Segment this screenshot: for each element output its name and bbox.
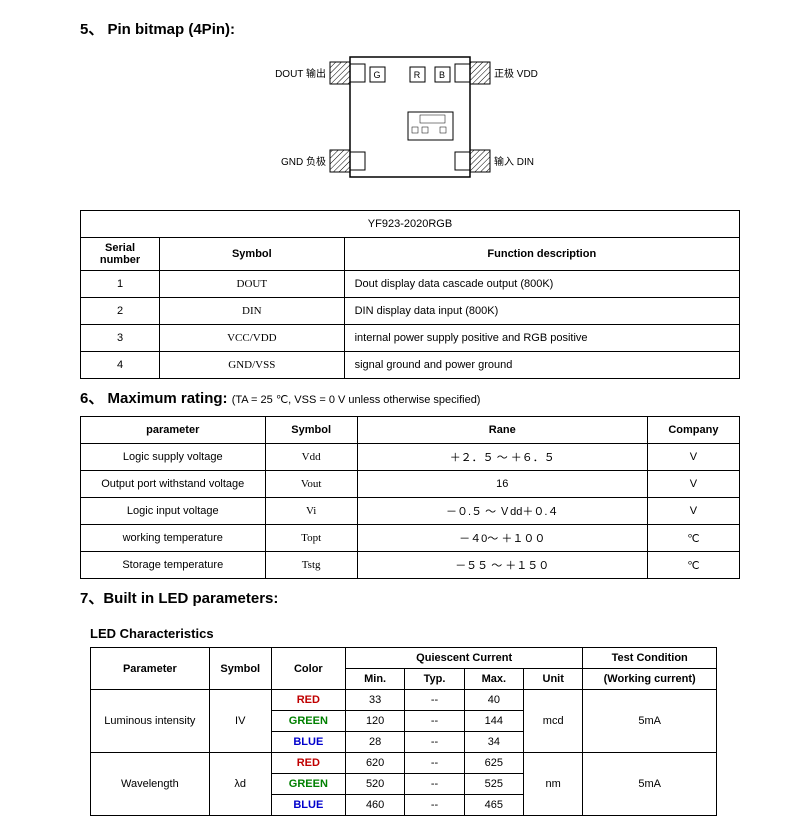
section6-title-text: 6、 Maximum rating: <box>80 390 228 407</box>
l-hdr-typ: Typ. <box>405 669 464 690</box>
l-hdr-color: Color <box>271 648 345 690</box>
dout-label: DOUT 输出 <box>275 67 326 80</box>
svg-text:R: R <box>414 70 421 80</box>
hdr-symbol: Symbol <box>160 238 345 271</box>
l-hdr-qc: Quiescent Current <box>345 648 582 669</box>
table-row: WavelengthλdRED620--625nm5mA <box>91 753 717 774</box>
din-label: 输入 DIN <box>494 155 534 168</box>
table-row: 1DOUTDout display data cascade output (8… <box>81 271 740 298</box>
part-number: YF923-2020RGB <box>81 211 740 238</box>
section5-title: 5、 Pin bitmap (4Pin): <box>80 18 740 39</box>
hdr-func: Function description <box>344 238 739 271</box>
pin-table: YF923-2020RGB Serial number Symbol Funct… <box>80 210 740 379</box>
gnd-label: GND 负极 <box>281 155 326 168</box>
table-row: working temperatureTopt－４0～ ＋１００℃ <box>81 525 740 552</box>
datasheet-page: 5、 Pin bitmap (4Pin): <box>0 0 800 826</box>
table-row: 3VCC/VDDinternal power supply positive a… <box>81 325 740 352</box>
l-hdr-min: Min. <box>345 669 404 690</box>
section6-title: 6、 Maximum rating: (TA = 25 ℃, VSS = 0 V… <box>80 387 740 408</box>
table-row: Luminous intensityIVRED33--40mcd5mA <box>91 690 717 711</box>
l-hdr-cond: Test Condition <box>583 648 717 669</box>
r-hdr-range: Rane <box>357 417 647 444</box>
hdr-serial: Serial number <box>81 238 160 271</box>
svg-text:G: G <box>373 70 380 80</box>
led-char-title: LED Characteristics <box>90 626 740 641</box>
pin-diagram-svg: G R B DOUT 输出 正极 VDD GND 负极 输入 DIN <box>260 47 560 190</box>
table-row: Logic input voltageVi－０.５ ～ Ｖdd＋０.４V <box>81 498 740 525</box>
r-hdr-comp: Company <box>647 417 739 444</box>
r-hdr-sym: Symbol <box>265 417 357 444</box>
l-hdr-unit: Unit <box>524 669 583 690</box>
svg-text:B: B <box>439 70 445 80</box>
l-hdr-sym: Symbol <box>209 648 271 690</box>
rating-table: parameter Symbol Rane Company Logic supp… <box>80 416 740 579</box>
l-hdr-max: Max. <box>464 669 523 690</box>
table-row: 4GND/VSSsignal ground and power ground <box>81 352 740 379</box>
section6-note: (TA = 25 ℃, VSS = 0 V unless otherwise s… <box>232 394 481 406</box>
table-row: Logic supply voltageVdd＋２．５ ～ ＋６．５V <box>81 444 740 471</box>
table-row: Output port withstand voltageVout16V <box>81 471 740 498</box>
r-hdr-param: parameter <box>81 417 266 444</box>
l-hdr-param: Parameter <box>91 648 210 690</box>
pin-diagram: G R B DOUT 输出 正极 VDD GND 负极 输入 DIN <box>80 47 740 190</box>
section7-title: 7、Built in LED parameters: <box>80 587 740 608</box>
vdd-label: 正极 VDD <box>494 67 538 80</box>
table-row: 2DINDIN display data input (800K) <box>81 298 740 325</box>
table-row: Storage temperatureTstg－５５ ～ ＋１５０℃ <box>81 552 740 579</box>
l-hdr-cond2: (Working current) <box>583 669 717 690</box>
led-table: Parameter Symbol Color Quiescent Current… <box>90 647 717 816</box>
